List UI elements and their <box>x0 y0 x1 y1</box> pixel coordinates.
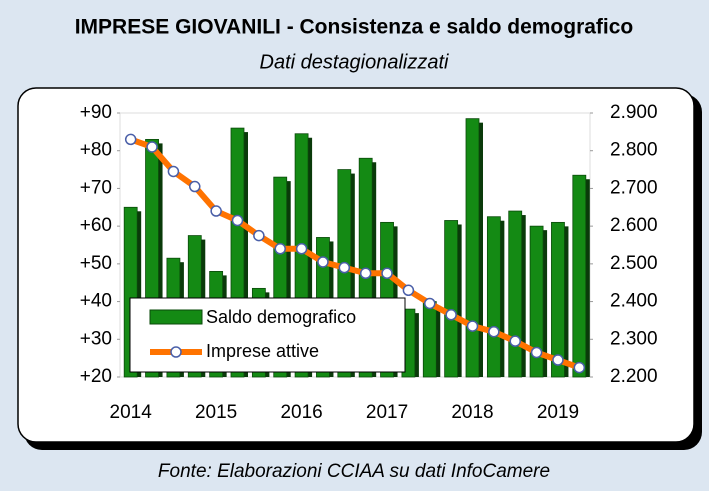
x-tick-label: 2016 <box>280 402 322 423</box>
line-marker <box>231 214 244 227</box>
line-marker <box>381 267 393 280</box>
line-marker <box>167 165 180 178</box>
y-tick-label: +80 <box>80 140 112 161</box>
legend-swatch <box>149 309 203 325</box>
line-marker <box>146 141 158 153</box>
y-tick-label: +60 <box>80 215 112 236</box>
line-marker <box>424 297 436 310</box>
y2-tick-label: 2.300 <box>610 328 658 349</box>
line-marker <box>189 180 201 193</box>
line-marker <box>445 309 457 321</box>
source: Fonte: Elaborazioni CCIAA su dati InfoCa… <box>158 461 550 482</box>
y-tick-label: +50 <box>80 253 112 274</box>
bar <box>529 225 544 378</box>
y2-tick-label: 2.200 <box>610 366 658 387</box>
line-marker <box>402 284 415 297</box>
line-marker <box>573 361 586 374</box>
line <box>129 136 581 371</box>
bar <box>572 174 587 378</box>
y2-tick-label: 2.800 <box>610 140 658 161</box>
x-tick-label: 2015 <box>195 402 237 423</box>
bar <box>465 118 480 378</box>
chart-title: IMPRESE GIOVANILI - Consistenza e saldo … <box>75 16 634 39</box>
y2-tick-label: 2.700 <box>610 177 658 198</box>
y2-tick-label: 2.900 <box>610 102 658 123</box>
legend-label: Imprese attive <box>206 341 319 361</box>
y2-tick-label: 2.500 <box>610 253 658 274</box>
line-marker <box>530 346 543 359</box>
legend-label: Saldo demografico <box>206 307 356 327</box>
chart-subtitle: Dati destagionalizzati <box>260 51 450 73</box>
x-tick-label: 2017 <box>366 402 408 423</box>
y-tick-label: +20 <box>80 366 112 387</box>
line-marker <box>124 133 137 146</box>
line-marker <box>552 354 564 366</box>
line-marker <box>466 320 479 332</box>
line-marker <box>253 229 265 242</box>
y-tick-label: +90 <box>80 102 112 123</box>
bar <box>422 301 437 378</box>
bar <box>486 216 501 378</box>
line-marker <box>488 325 500 338</box>
x-tick-label: 2014 <box>110 402 153 423</box>
line-marker <box>210 205 222 217</box>
x-tick-label: 2018 <box>451 402 493 423</box>
line-marker <box>274 243 286 255</box>
y2-tick-label: 2.600 <box>610 215 658 236</box>
y-tick-label: +30 <box>80 328 112 349</box>
line-marker <box>295 243 308 255</box>
legend-marker <box>170 346 182 358</box>
y-tick-label: +70 <box>80 177 112 198</box>
bar <box>508 210 523 378</box>
bar <box>444 220 459 378</box>
line-marker <box>338 261 351 274</box>
line-marker <box>359 267 372 280</box>
line-marker <box>317 256 329 268</box>
y-tick-label: +40 <box>80 291 112 312</box>
line-marker <box>509 335 521 347</box>
x-tick-label: 2019 <box>537 402 579 423</box>
bar <box>551 221 565 378</box>
y2-tick-label: 2.400 <box>610 291 658 312</box>
